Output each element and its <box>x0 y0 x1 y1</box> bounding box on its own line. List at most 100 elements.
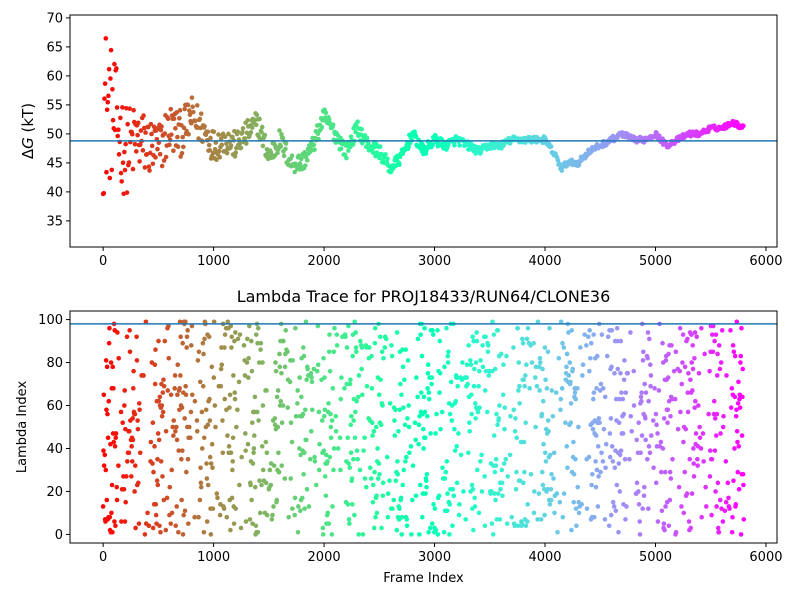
lambda-point <box>169 467 175 473</box>
delta-g-point <box>174 110 180 115</box>
lambda-point <box>670 456 675 462</box>
lambda-point <box>590 426 596 432</box>
lambda-point <box>537 355 543 361</box>
lambda-point <box>258 340 264 346</box>
lambda-point <box>393 407 398 413</box>
delta-g-y-tick-label: 70 <box>46 11 63 26</box>
lambda-point <box>596 416 602 421</box>
lambda-point <box>723 459 729 464</box>
lambda-point <box>374 510 380 516</box>
lambda-point <box>444 325 449 331</box>
lambda-point <box>204 476 210 481</box>
lambda-point <box>535 319 541 325</box>
lambda-point <box>739 325 744 331</box>
lambda-point <box>610 499 616 505</box>
lambda-point <box>531 340 536 346</box>
lambda-point <box>693 398 698 404</box>
lambda-point <box>134 334 139 340</box>
delta-g-point <box>138 128 144 133</box>
lambda-point <box>222 332 228 337</box>
lambda-point <box>354 448 360 453</box>
delta-g-point <box>194 103 200 108</box>
lambda-point <box>109 510 114 516</box>
lambda-point <box>423 478 429 484</box>
lambda-point <box>663 358 669 363</box>
lambda-point <box>634 437 639 443</box>
lambda-point <box>609 364 614 370</box>
lambda-point <box>713 332 719 337</box>
lambda-point <box>348 450 354 456</box>
delta-g-point <box>559 168 565 173</box>
delta-g-point <box>182 106 187 112</box>
lambda-point <box>171 433 176 438</box>
lambda-point <box>211 375 217 380</box>
lambda-point <box>545 418 551 423</box>
lambda-point <box>218 366 224 372</box>
lambda-point <box>101 463 107 468</box>
lambda-point <box>406 424 412 430</box>
lambda-point <box>514 435 520 441</box>
lambda-point <box>219 362 225 368</box>
lambda-point <box>370 499 376 505</box>
lambda-point <box>492 469 498 475</box>
lambda-point <box>532 375 538 380</box>
delta-g-point <box>280 135 286 141</box>
lambda-point <box>696 403 701 408</box>
lambda-point <box>205 482 211 488</box>
lambda-point <box>472 504 478 509</box>
lambda-point <box>647 362 653 368</box>
lambda-point <box>556 355 562 361</box>
lambda-point <box>729 386 735 391</box>
lambda-point <box>711 398 717 404</box>
lambda-point <box>401 405 406 410</box>
lambda-point <box>382 345 388 350</box>
lambda-point <box>423 491 428 496</box>
lambda-point <box>132 411 138 417</box>
lambda-point <box>298 508 303 514</box>
lambda-point <box>679 504 684 509</box>
lambda-point <box>271 504 276 509</box>
delta-g-point <box>283 146 288 152</box>
lambda-point <box>605 334 611 340</box>
delta-g-point <box>190 109 196 115</box>
delta-g-point <box>224 141 229 147</box>
lambda-point <box>331 446 337 451</box>
delta-g-point <box>569 157 575 163</box>
lambda-point <box>436 493 442 499</box>
lambda-point <box>274 394 280 400</box>
delta-g-point <box>177 115 182 121</box>
lambda-point <box>313 482 319 488</box>
lambda-point <box>437 338 443 344</box>
lambda-point <box>645 355 650 361</box>
lambda-point <box>258 347 263 352</box>
lambda-point <box>300 495 305 501</box>
lambda-point <box>733 502 739 507</box>
delta-g-point <box>289 153 295 159</box>
delta-g-point <box>322 115 328 120</box>
lambda-point <box>492 491 497 496</box>
lambda-point <box>321 448 327 453</box>
lambda-point <box>354 398 359 404</box>
lambda-point <box>564 444 570 449</box>
lambda-point <box>326 521 332 526</box>
lambda-point <box>738 532 744 537</box>
lambda-point <box>179 497 184 503</box>
delta-g-point <box>430 142 435 148</box>
lambda-point <box>400 482 406 488</box>
lambda-point <box>248 482 253 488</box>
lambda-point <box>177 386 182 391</box>
delta-g-point <box>233 150 238 155</box>
lambda-point <box>279 463 285 468</box>
lambda-point <box>160 409 166 415</box>
lambda-point <box>645 330 651 335</box>
lambda-point <box>447 532 452 537</box>
delta-g-point <box>155 146 160 152</box>
delta-g-point <box>208 135 213 141</box>
lambda-point <box>702 351 707 357</box>
lambda-point <box>736 379 741 385</box>
lambda-point <box>665 420 670 426</box>
lambda-point <box>220 418 225 423</box>
lambda-point <box>405 358 411 363</box>
lambda-point <box>723 499 729 505</box>
lambda-point <box>222 345 227 350</box>
